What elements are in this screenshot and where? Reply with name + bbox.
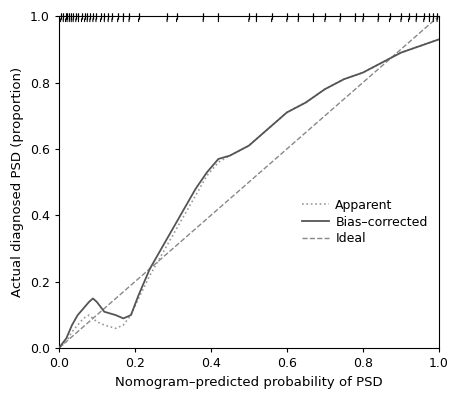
X-axis label: Nomogram–predicted probability of PSD: Nomogram–predicted probability of PSD [115,376,382,389]
Y-axis label: Actual diagnosed PSD (proportion): Actual diagnosed PSD (proportion) [11,67,24,297]
Legend: Apparent, Bias–corrected, Ideal: Apparent, Bias–corrected, Ideal [296,194,432,250]
